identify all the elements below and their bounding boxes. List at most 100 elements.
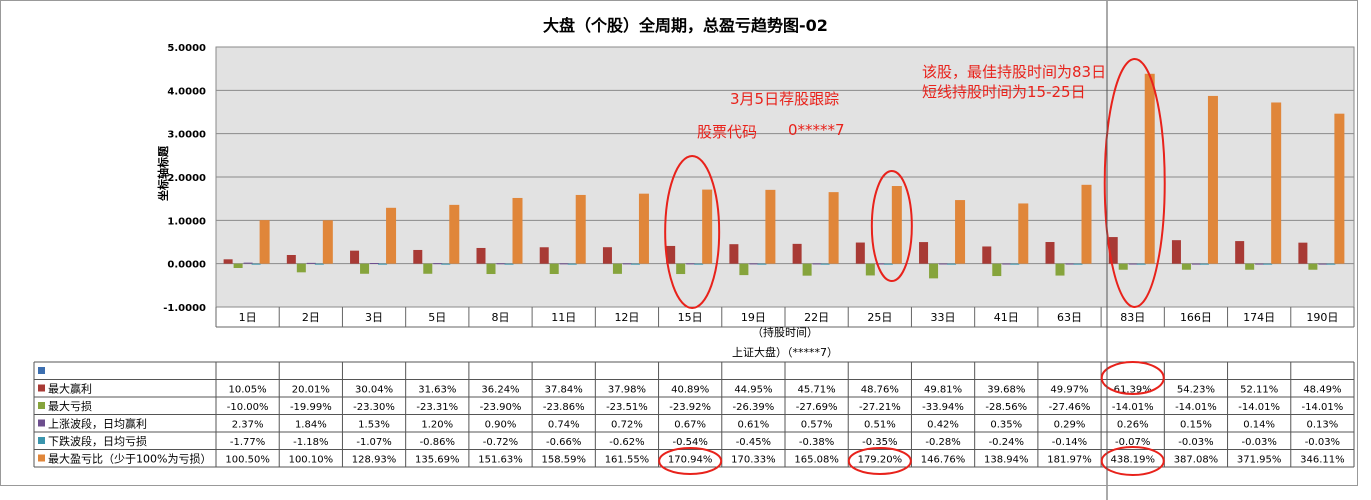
data-label: -0.03% (1178, 437, 1213, 448)
bar-1-2 (360, 263, 370, 274)
bar-4-9 (828, 192, 839, 264)
bar-3-12 (1010, 263, 1020, 265)
data-label: 31.63% (418, 385, 456, 396)
bar-2-16 (1255, 263, 1265, 265)
bar-3-2 (378, 263, 388, 265)
bar-1-6 (612, 263, 622, 274)
bar-1-17 (1308, 263, 1318, 270)
bar-3-3 (441, 263, 451, 265)
annotation-stock-code: 0*****7 (788, 121, 845, 139)
bar-0-10 (855, 242, 865, 264)
bar-2-2 (370, 263, 380, 265)
y-tick-label: -1.0000 (163, 303, 206, 314)
bar-0-15 (1171, 240, 1181, 264)
bar-4-6 (638, 193, 649, 264)
chart-title: 大盘（个股）全周期，总盈亏趋势图-02 (543, 16, 828, 35)
y-tick-label: 5.0000 (167, 43, 206, 54)
bar-2-5 (559, 263, 569, 265)
bar-2-12 (1002, 263, 1012, 265)
data-label: 0.51% (864, 420, 896, 431)
bar-1-11 (929, 263, 939, 279)
data-label: 1.84% (295, 420, 327, 431)
bar-3-10 (883, 263, 893, 265)
data-label: 1.20% (421, 420, 453, 431)
data-label: -27.21% (859, 402, 901, 413)
highlight-ellipse-15 (664, 155, 721, 309)
data-label: 135.69% (415, 455, 460, 466)
bar-4-11 (955, 200, 966, 264)
bar-3-0 (251, 263, 261, 265)
bar-0-2 (350, 250, 360, 264)
data-label: 165.08% (794, 455, 839, 466)
data-label: 100.10% (289, 455, 334, 466)
data-label: 346.11% (1300, 455, 1345, 466)
highlight-ellipse-25-ratio (847, 447, 912, 475)
bar-0-17 (1298, 242, 1308, 264)
data-label: -26.39% (733, 402, 775, 413)
annotation-recommend-date: 3月5日荐股跟踪 (730, 90, 840, 108)
x-tick-label: 83日 (1120, 311, 1145, 324)
bar-1-10 (865, 263, 875, 276)
data-label: 48.76% (861, 385, 899, 396)
highlight-ellipse-25 (870, 170, 913, 282)
data-label: 30.04% (355, 385, 393, 396)
data-label: 128.93% (352, 455, 397, 466)
bar-4-14 (1144, 73, 1155, 264)
bar-0-5 (539, 247, 549, 264)
bar-0-9 (792, 243, 802, 264)
bar-2-4 (496, 263, 506, 265)
bar-0-4 (476, 247, 486, 264)
data-label: -23.30% (353, 402, 395, 413)
data-label: -0.35% (862, 437, 897, 448)
legend-swatch-0 (38, 384, 45, 392)
data-label: 0.74% (548, 420, 580, 431)
bar-1-14 (1118, 263, 1128, 270)
x-tick-label: 166日 (1180, 311, 1212, 324)
data-label: 0.29% (1054, 420, 1086, 431)
data-label: 387.08% (1174, 455, 1219, 466)
data-label: 54.23% (1177, 385, 1215, 396)
bar-3-17 (1326, 263, 1336, 265)
x-axis-title: （持股时间） (752, 325, 818, 339)
y-tick-label: 0.0000 (167, 260, 206, 271)
data-label: -28.56% (985, 402, 1027, 413)
data-label: -23.31% (416, 402, 458, 413)
data-label: 438.19% (1110, 455, 1155, 466)
data-label: -0.24% (989, 437, 1024, 448)
data-label: 0.26% (1117, 420, 1149, 431)
highlight-ellipse-15-ratio (658, 447, 723, 475)
bar-4-1 (322, 220, 333, 264)
data-label: -0.72% (483, 437, 518, 448)
data-label: -0.03% (1241, 437, 1276, 448)
bar-4-8 (765, 189, 776, 264)
y-tick-label: 1.0000 (167, 216, 206, 227)
data-label: -0.03% (1305, 437, 1340, 448)
bar-3-9 (820, 263, 830, 265)
bar-2-3 (433, 263, 443, 265)
data-label: 37.98% (608, 385, 646, 396)
x-tick-label: 22日 (804, 311, 829, 324)
bar-3-14 (1136, 263, 1146, 265)
highlight-ellipse-83-ratio (1100, 446, 1165, 476)
bar-2-14 (1128, 263, 1138, 265)
x-tick-label: 19日 (741, 311, 766, 324)
data-label: 10.05% (229, 385, 267, 396)
x-tick-label: 11日 (551, 311, 576, 324)
data-label: -0.62% (609, 437, 644, 448)
legend-swatch-1 (38, 402, 45, 409)
bar-2-9 (812, 263, 822, 265)
x-tick-label: 8日 (492, 311, 510, 324)
data-label: -23.86% (543, 402, 585, 413)
x-axis-subtitle: 上证大盘）（*****7） (732, 345, 838, 359)
annotation-stock-code-label: 股票代码 (697, 123, 758, 141)
data-label: 371.95% (1237, 455, 1282, 466)
data-label: -0.38% (799, 437, 834, 448)
bar-3-16 (1263, 263, 1273, 265)
data-label: 158.59% (541, 455, 586, 466)
bar-4-10 (891, 186, 902, 264)
data-label: 39.68% (987, 385, 1025, 396)
highlight-ellipse-83 (1103, 58, 1166, 308)
bar-2-6 (622, 263, 632, 265)
x-tick-label: 1日 (239, 311, 257, 324)
data-label: 40.89% (671, 385, 709, 396)
